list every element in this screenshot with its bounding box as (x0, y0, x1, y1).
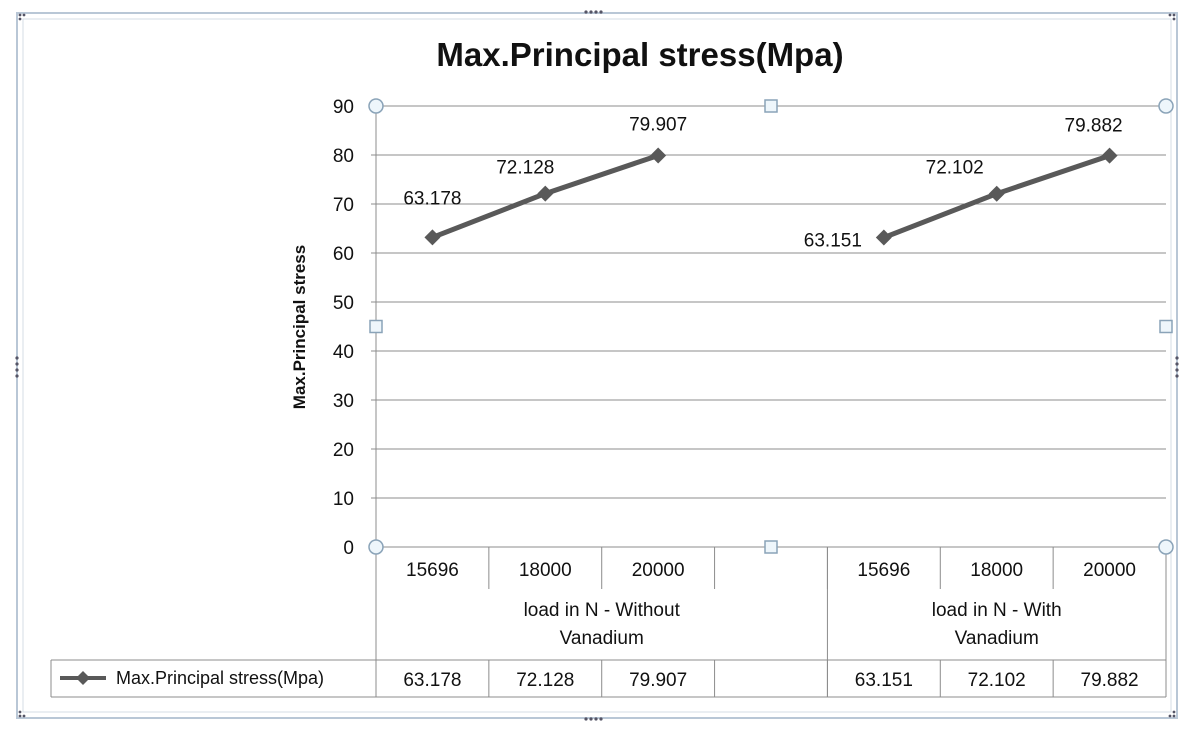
edge-handle[interactable] (764, 99, 778, 113)
data-point-marker (537, 185, 554, 202)
edge-handle[interactable] (764, 540, 778, 554)
table-value: 79.882 (1081, 670, 1139, 691)
data-label: 79.882 (1065, 116, 1123, 137)
legend-marker (76, 671, 90, 685)
x-tick-label: 18000 (970, 560, 1023, 581)
y-tick-label: 20 (333, 440, 354, 461)
plot-area-handles[interactable] (368, 98, 1174, 555)
x-axis-ticks: 15696 18000 20000 15696 18000 20000 (406, 560, 1136, 581)
group-label: load in N - Without Vanadium (524, 600, 681, 649)
corner-handle[interactable] (1158, 98, 1174, 114)
corner-handle[interactable] (368, 539, 384, 555)
edge-handle[interactable] (1159, 319, 1173, 334)
resize-grip-bottom[interactable] (584, 717, 603, 721)
x-tick-label: 15696 (406, 560, 459, 581)
chart-border (16, 12, 1178, 719)
table-value: 72.102 (968, 670, 1026, 691)
data-label: 63.151 (804, 231, 862, 252)
x-tick-label: 15696 (857, 560, 910, 581)
table-value: 63.151 (855, 670, 913, 691)
data-point-marker (650, 147, 667, 164)
y-tick-label: 80 (333, 146, 354, 167)
data-label: 79.907 (629, 114, 687, 135)
y-tick-label: 90 (333, 97, 354, 118)
resize-grip-right[interactable] (1175, 356, 1179, 378)
y-tick-label: 40 (333, 342, 354, 363)
y-tick-label: 0 (343, 538, 354, 559)
y-tick-label: 60 (333, 244, 354, 265)
y-axis-label: Max.Principal stress (290, 245, 309, 409)
data-label: 72.102 (926, 158, 984, 179)
data-table-legend: Max.Principal stress(Mpa) (60, 668, 324, 688)
x-tick-label: 20000 (1083, 560, 1136, 581)
data-point-marker (1101, 147, 1118, 164)
data-point-marker (988, 185, 1005, 202)
data-table-grid (50, 547, 1167, 698)
gridlines (371, 105, 1166, 548)
data-point-marker (424, 229, 441, 246)
resize-grip-top[interactable] (584, 10, 603, 14)
y-tick-label: 50 (333, 293, 354, 314)
data-labels: 63.178 72.128 79.907 63.151 72.102 79.882 (403, 114, 1122, 251)
legend-label: Max.Principal stress(Mpa) (116, 668, 324, 688)
x-tick-label: 20000 (632, 560, 685, 581)
table-value: 79.907 (629, 670, 687, 691)
chart-inner-border (22, 18, 1172, 713)
category-group-labels: load in N - Without Vanadium load in N - W… (524, 600, 1062, 649)
corner-handle[interactable] (1158, 539, 1174, 555)
table-value: 63.178 (403, 670, 461, 691)
data-label: 63.178 (403, 188, 461, 209)
y-tick-label: 30 (333, 391, 354, 412)
chart-title: Max.Principal stress(Mpa) (436, 36, 843, 73)
y-axis-ticks: 0 10 20 30 40 50 60 70 80 90 (333, 97, 354, 559)
edge-handle[interactable] (369, 319, 383, 334)
data-label: 72.128 (496, 158, 554, 179)
x-tick-label: 18000 (519, 560, 572, 581)
corner-handle[interactable] (368, 98, 384, 114)
data-point-marker (875, 229, 892, 246)
table-value: 72.128 (516, 670, 574, 691)
y-tick-label: 70 (333, 195, 354, 216)
data-table-values: 63.178 72.128 79.907 63.151 72.102 79.882 (403, 670, 1138, 691)
group-label: load in N - With Vanadium (932, 600, 1062, 649)
series-layer (424, 147, 1118, 246)
resize-grip-corners[interactable] (18, 13, 1176, 718)
y-tick-label: 10 (333, 489, 354, 510)
resize-grip-left[interactable] (15, 356, 19, 378)
